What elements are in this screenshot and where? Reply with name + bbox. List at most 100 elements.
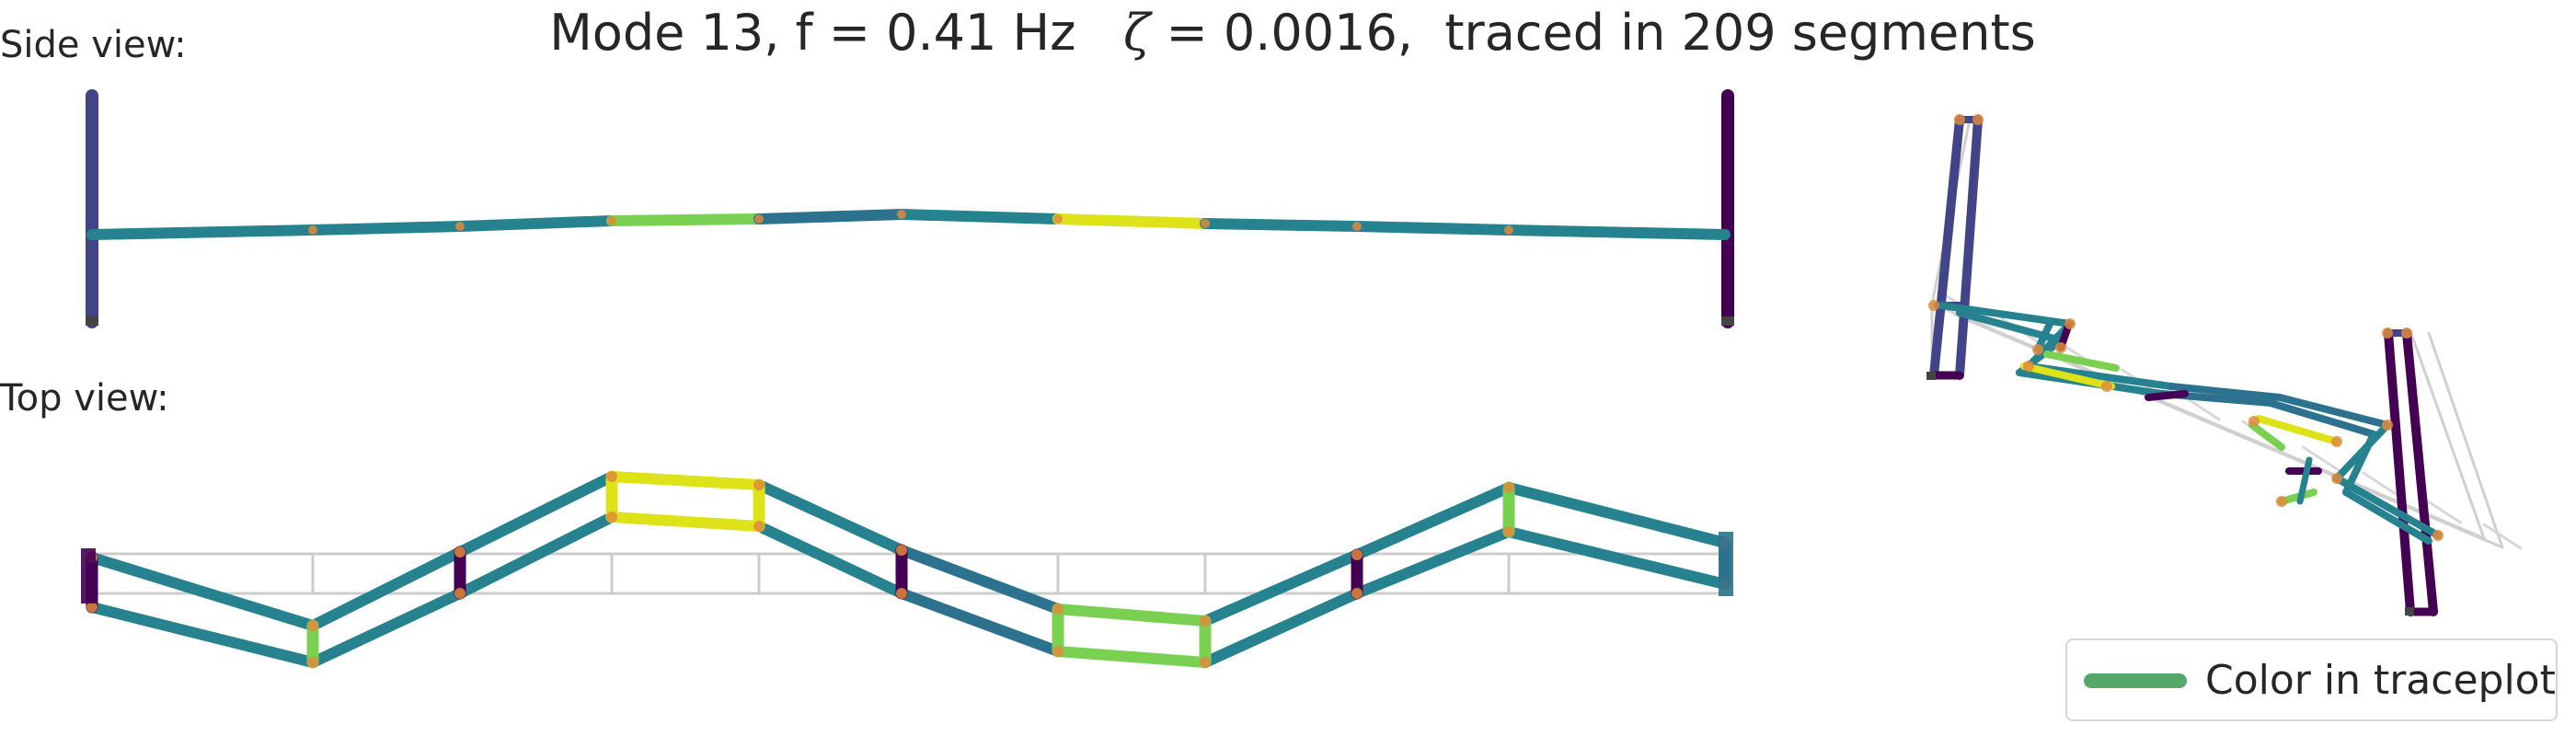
top-deck-edge-a [1052, 604, 1211, 627]
top-view-label: Top view: [0, 377, 169, 420]
3d-right-base-marker [2405, 607, 2414, 615]
3d-node [1972, 114, 1984, 125]
3d-deck-panel [2248, 421, 2285, 451]
3d-deck-edge-a [2333, 475, 2442, 539]
3d-reference-line [2427, 331, 2504, 549]
side-view-label: Side view: [0, 24, 187, 66]
top-node [606, 471, 617, 482]
top-node [307, 620, 318, 631]
top-deck-edge-b [86, 602, 318, 668]
3d-deck-strut [2296, 456, 2313, 505]
side-deck-segment [86, 224, 318, 240]
side-node [1504, 225, 1513, 235]
top-node [454, 588, 466, 599]
top-deck-edge-a [86, 552, 318, 631]
side-node [1201, 219, 1210, 228]
3d-node [2248, 416, 2260, 427]
3d-reference-line [2409, 329, 2486, 540]
top-deck-edge-b [1200, 588, 1363, 668]
figure-title: Mode 13, f = 0.41 Hz ζ = 0.0016, traced … [0, 4, 2576, 62]
3d-node [2331, 436, 2342, 447]
side-deck-segment [307, 221, 466, 236]
3d-node [1954, 114, 1965, 125]
top-deck-edge-a [1200, 549, 1363, 627]
3d-reference-rung [2421, 497, 2462, 524]
3d-right-tower-leg [2402, 328, 2438, 616]
top-node [1503, 526, 1514, 537]
3d-reference-rung [2301, 445, 2341, 473]
3d-reference-rung [2482, 523, 2523, 550]
side-deck-segment [454, 215, 617, 232]
top-deck-edge-a [1503, 482, 1731, 548]
top-node [896, 545, 907, 556]
3d-node [2101, 381, 2112, 392]
top-deck-edge-a [454, 471, 617, 558]
3d-node [2432, 530, 2444, 541]
3d-reference-rung [2362, 471, 2402, 499]
3d-deck-edge-a [2276, 394, 2391, 429]
side-node [1352, 222, 1362, 231]
top-deck-edge-b [896, 588, 1064, 657]
top-deck-edge-b [606, 512, 765, 532]
top-node [606, 512, 617, 523]
top-deck-edge-a [307, 546, 466, 631]
top-deck-edge-b [1052, 646, 1211, 668]
top-node [86, 602, 98, 613]
3d-deck-panel [2043, 351, 2120, 372]
3d-node [2382, 420, 2393, 431]
title-traced: traced in 209 segments [1444, 4, 2036, 62]
side-node [455, 222, 465, 231]
3d-node [2276, 496, 2287, 507]
side-node [897, 210, 906, 219]
side-deck-segment [1503, 224, 1731, 240]
title-zeta-symbol: ζ [1123, 4, 1151, 62]
legend-label: Color in traceplot [2205, 657, 2556, 704]
3d-node [2055, 342, 2066, 353]
3d-node [2064, 318, 2076, 329]
3d-deck-panel [2020, 362, 2115, 390]
top-deck-edge-b [1351, 526, 1514, 599]
side-deck-segment [896, 209, 1064, 224]
side-deck-segment [606, 213, 765, 226]
side-node [1053, 214, 1063, 224]
top-node [454, 546, 466, 558]
3d-deck-strut [2145, 390, 2189, 401]
3d-node [2331, 473, 2342, 484]
3d-node [2401, 328, 2412, 339]
3d-deck-edge-b [2267, 399, 2377, 438]
3d-node [2032, 344, 2043, 355]
top-node [307, 657, 318, 668]
top-deck-edge-a [753, 479, 907, 556]
top-deck-edge-a [1351, 482, 1514, 560]
top-node [1351, 549, 1363, 560]
3d-deck-panel [2278, 489, 2317, 505]
3d-node [2382, 328, 2393, 339]
top-node [1503, 482, 1514, 493]
top-tower-right [1719, 532, 1733, 596]
3d-deck-edge-b [2342, 489, 2432, 545]
side-deck-segment [1200, 218, 1363, 232]
3d-left-tower-leg [1955, 115, 1983, 380]
top-node [1052, 604, 1064, 615]
top-node [1351, 588, 1363, 599]
top-node [753, 521, 765, 532]
side-deck-segment [753, 209, 907, 224]
legend: Color in traceplot [2065, 638, 2558, 721]
side-node [607, 216, 616, 225]
top-deck-edge-a [606, 471, 765, 490]
title-zeta-value: = 0.0016, [1150, 4, 1413, 62]
3d-node [1928, 300, 1939, 311]
side-node [308, 225, 317, 235]
top-node [1052, 646, 1064, 657]
top-node [896, 588, 907, 599]
top-deck-edge-b [753, 521, 907, 599]
side-node [754, 214, 764, 224]
3d-right-tower-leg [2384, 328, 2415, 616]
top-node [1200, 657, 1211, 668]
3d-left-base-marker [1926, 372, 1936, 380]
side-deck-segment [1351, 221, 1514, 236]
top-deck-edge-b [454, 512, 617, 599]
legend-swatch [2084, 673, 2187, 688]
3d-deck-edge-a [2168, 383, 2283, 401]
